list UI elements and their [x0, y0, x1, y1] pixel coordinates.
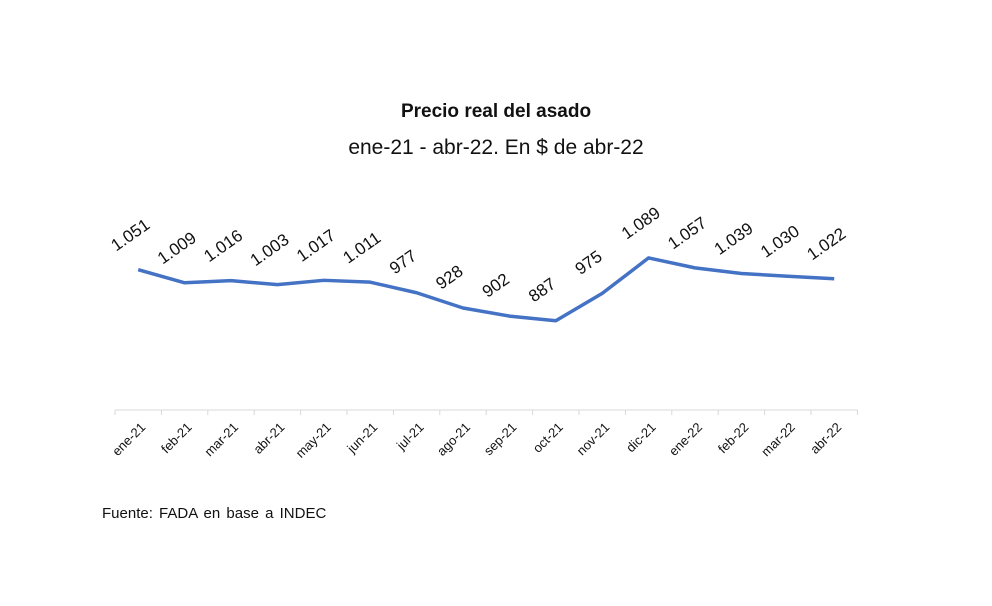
x-tick-label: mar-21	[201, 420, 241, 460]
data-label: 1.051	[108, 215, 154, 255]
data-label: 977	[386, 246, 420, 278]
series-line	[137, 256, 835, 323]
x-tick-label: nov-21	[574, 420, 613, 459]
x-tick-label: abr-21	[250, 420, 287, 457]
x-tick-label: feb-22	[715, 420, 752, 457]
x-tick-label: jul-21	[393, 420, 427, 454]
x-tick-label: mar-22	[758, 420, 798, 460]
data-label: 1.057	[664, 213, 710, 253]
x-tick-label: feb-21	[158, 420, 195, 457]
chart-subtitle: ene-21 - abr-22. En $ de abr-22	[348, 136, 644, 159]
chart-title: Precio real del asado	[400, 101, 592, 122]
x-tick-label: abr-22	[807, 420, 844, 457]
x-tick-label: dic-21	[623, 420, 659, 456]
data-label: 975	[572, 247, 606, 279]
data-label: 1.017	[293, 226, 339, 266]
data-label: 887	[525, 274, 559, 306]
data-label: 902	[479, 270, 513, 302]
x-tick-label: may-21	[293, 420, 334, 461]
x-tick-label: sep-21	[481, 420, 520, 459]
x-tick-label: jun-21	[343, 420, 380, 457]
data-label: 1.039	[711, 219, 757, 259]
x-tick-label: oct-21	[530, 420, 566, 456]
data-label: 928	[432, 261, 466, 293]
data-label: 1.009	[154, 228, 200, 268]
data-label: 1.016	[200, 226, 246, 266]
data-label: 1.030	[757, 222, 803, 262]
data-label: 1.011	[340, 228, 385, 267]
x-tick-label: ene-21	[109, 420, 148, 459]
data-label: 1.089	[618, 203, 664, 243]
data-label: 1.003	[247, 230, 293, 270]
x-tick-label: ago-21	[434, 420, 473, 459]
data-label: 1.022	[804, 224, 850, 264]
x-tick-label: ene-22	[666, 420, 705, 459]
source-note: Fuente: FADA en base a INDEC	[102, 505, 327, 522]
